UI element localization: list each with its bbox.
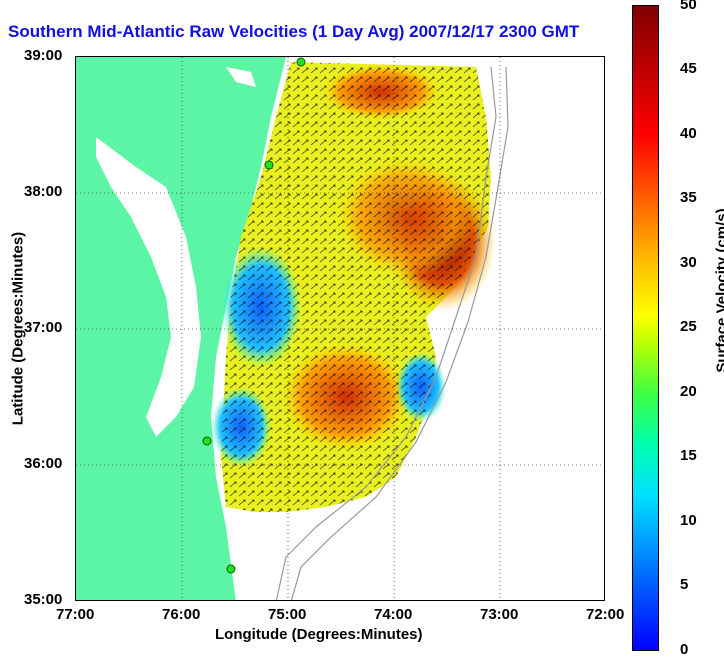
x-tick: 77:00 — [56, 606, 95, 623]
colorbar-label: Surface Velocity (cm/s) — [713, 208, 724, 373]
y-tick: 38:00 — [24, 183, 63, 200]
colorbar-tick: 20 — [680, 383, 697, 400]
colorbar — [632, 5, 659, 651]
colorbar-tick: 0 — [680, 641, 689, 658]
map-title: Southern Mid-Atlantic Raw Velocities (1 … — [8, 22, 580, 41]
colorbar-tick: 35 — [680, 189, 697, 206]
y-tick: 36:00 — [24, 455, 63, 472]
radar-stations — [202, 57, 306, 574]
map-plot-area — [75, 56, 605, 601]
map-canvas — [76, 57, 604, 600]
colorbar-tick: 40 — [680, 125, 697, 142]
colorbar-tick: 45 — [680, 60, 697, 77]
x-tick: 75:00 — [268, 606, 307, 623]
x-axis-label: Longitude (Degrees:Minutes) — [215, 626, 423, 643]
x-tick: 73:00 — [480, 606, 519, 623]
colorbar-tick: 25 — [680, 318, 697, 335]
y-tick: 37:00 — [24, 319, 63, 336]
colorbar-tick: 30 — [680, 254, 697, 271]
y-tick: 39:00 — [24, 47, 63, 64]
colorbar-tick: 50 — [680, 0, 697, 13]
y-tick: 35:00 — [24, 591, 63, 608]
chesapeake-bay — [96, 137, 201, 437]
x-tick: 76:00 — [162, 606, 201, 623]
colorbar-tick: 15 — [680, 447, 697, 464]
colorbar-tick: 5 — [680, 576, 689, 593]
grid-lines — [76, 57, 604, 600]
x-tick: 74:00 — [374, 606, 413, 623]
colorbar-tick: 10 — [680, 512, 697, 529]
x-tick: 72:00 — [586, 606, 625, 623]
y-axis-label: Latitude (Degrees:Minutes) — [9, 231, 27, 426]
